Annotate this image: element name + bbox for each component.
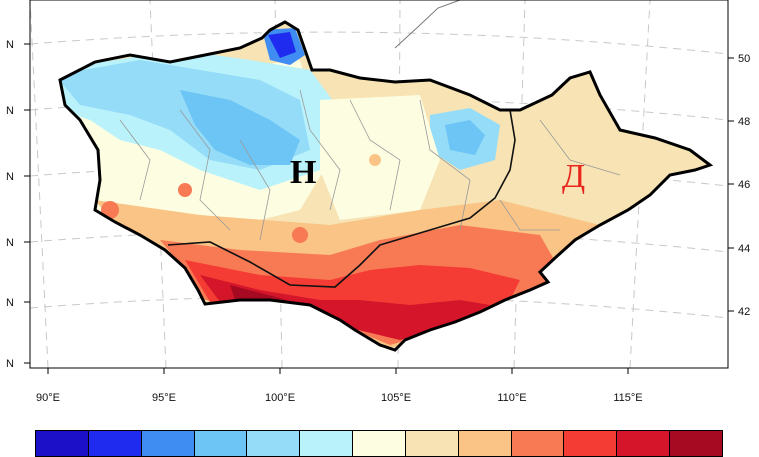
lat-ticks-right: 50 48 46 44 42 <box>728 53 750 318</box>
colorbar-swatch <box>564 431 618 456</box>
lon-ticks: 90°E 95°E 100°E 105°E 110°E 115°E <box>36 368 643 404</box>
colorbar-swatch <box>617 431 671 456</box>
lat-tick-left: N <box>6 39 14 51</box>
colorbar-swatch <box>247 431 301 456</box>
neighbor-border <box>394 0 461 49</box>
lat-ticks-left: N N N N N N <box>6 39 30 370</box>
province-borders <box>119 89 621 241</box>
lon-tick-label: 100°E <box>265 392 295 404</box>
lat-tick-right: 46 <box>738 179 750 191</box>
colorbar-legend <box>35 430 723 457</box>
country-outline <box>58 20 714 352</box>
colorbar-swatch <box>88 431 142 456</box>
lat-tick-left: N <box>6 358 14 370</box>
region-divider <box>167 109 516 288</box>
lat-tick-right: 42 <box>738 306 750 318</box>
lat-tick-right: 50 <box>738 53 750 65</box>
colorbar-swatch <box>36 431 89 456</box>
lat-tick-right: 48 <box>738 116 750 128</box>
colorbar-swatch <box>194 431 248 456</box>
lat-tick-left: N <box>6 297 14 309</box>
lat-tick-right: 44 <box>738 243 750 255</box>
colorbar-swatch <box>670 431 722 456</box>
lon-tick-label: 90°E <box>36 392 60 404</box>
lon-tick-label: 95°E <box>152 392 176 404</box>
region-label-n: Н <box>290 154 316 191</box>
lon-tick-label: 110°E <box>497 392 526 404</box>
map-figure: Н Д N N N N N N 50 48 46 44 42 90°E 95°E <box>6 0 750 404</box>
region-label-d: Д <box>562 158 585 195</box>
lon-tick-label: 105°E <box>381 392 411 404</box>
colorbar-swatch <box>141 431 195 456</box>
lat-tick-left: N <box>6 237 14 249</box>
lat-tick-left: N <box>6 171 14 183</box>
lon-tick-label: 115°E <box>613 392 642 404</box>
colorbar-swatch <box>511 431 565 456</box>
colorbar-swatch <box>353 431 406 456</box>
lat-tick-left: N <box>6 105 14 117</box>
colorbar-swatch <box>300 431 354 456</box>
colorbar-swatch <box>458 431 512 456</box>
colorbar-swatch <box>405 431 459 456</box>
